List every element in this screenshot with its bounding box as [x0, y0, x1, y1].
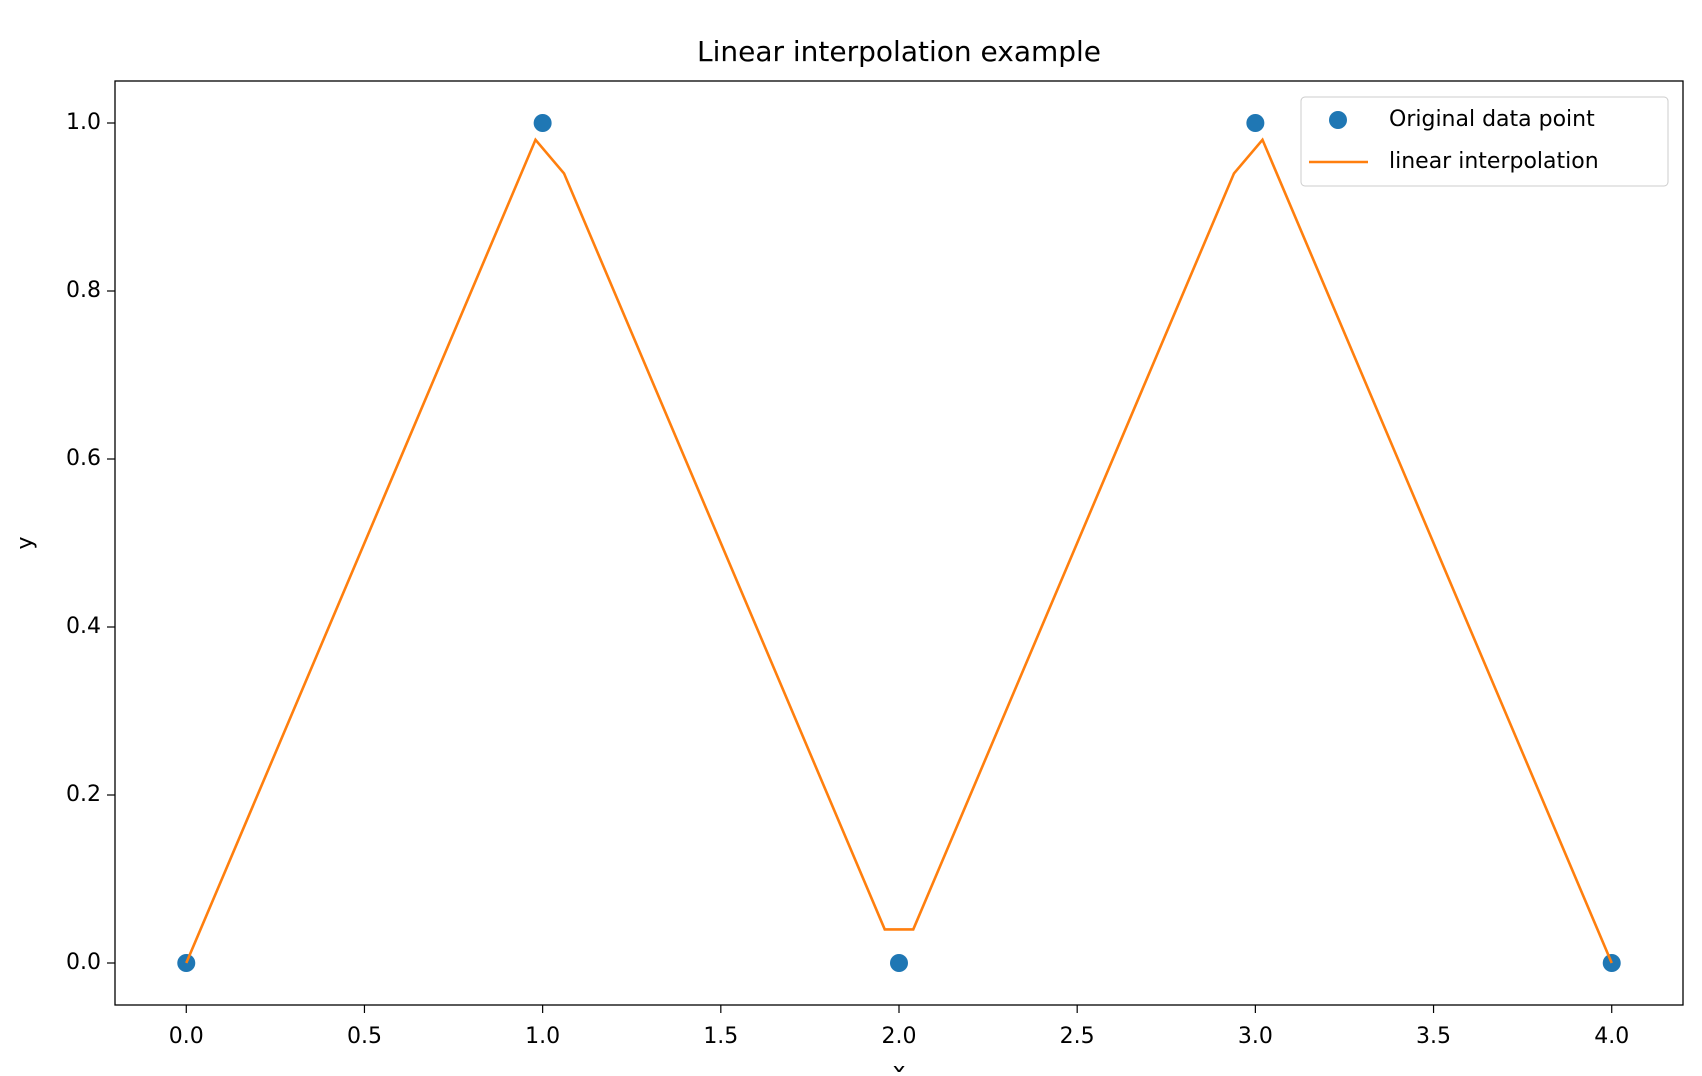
x-tick-label: 0.5 — [347, 1024, 382, 1049]
data-point — [533, 114, 552, 132]
y-tick-label: 0.0 — [66, 950, 101, 975]
x-tick-label: 2.5 — [1060, 1024, 1095, 1049]
x-tick-label: 2.0 — [882, 1024, 917, 1049]
x-tick-label: 3.0 — [1238, 1024, 1273, 1049]
axes-frame — [114, 80, 1684, 1006]
chart-title: Linear interpolation example — [697, 35, 1101, 68]
x-tick-label: 1.0 — [525, 1024, 560, 1049]
y-tick-label: 0.6 — [66, 446, 101, 471]
y-tick-label: 0.2 — [66, 782, 101, 807]
x-tick-label: 3.5 — [1416, 1024, 1451, 1049]
y-tick-label: 1.0 — [66, 110, 101, 135]
data-point — [1246, 114, 1265, 132]
y-tick-label: 0.4 — [66, 614, 101, 639]
legend-box — [1300, 96, 1669, 187]
data-point — [890, 954, 908, 972]
x-tick-label: 0.0 — [169, 1024, 204, 1049]
y-tick-label: 0.8 — [66, 278, 101, 303]
legend-label: Original data point — [1389, 107, 1595, 132]
x-tick-label: 1.5 — [703, 1024, 738, 1049]
legend-marker — [1329, 111, 1347, 129]
legend-label: linear interpolation — [1389, 149, 1599, 174]
line — [185, 137, 1613, 964]
x-axis-label: x — [892, 1059, 905, 1072]
y-axis-label: y — [13, 536, 38, 549]
x-tick-label: 4.0 — [1594, 1024, 1629, 1049]
